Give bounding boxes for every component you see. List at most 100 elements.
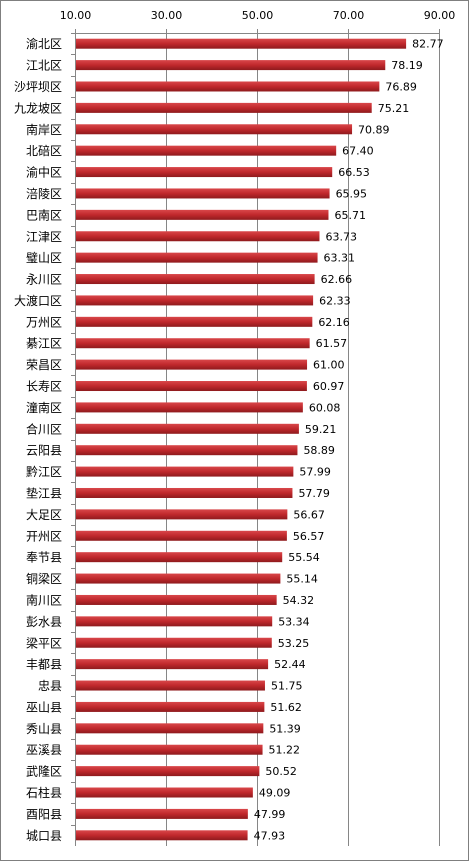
category-label-0: 渝北区 (26, 36, 62, 51)
category-label-29: 丰都县 (26, 658, 62, 672)
bar-17 (76, 402, 303, 413)
data-label-4: 70.89 (358, 123, 390, 136)
category-label-8: 巴南区 (26, 207, 62, 222)
category-label-2: 沙坪坝区 (14, 80, 62, 94)
data-label-18: 59.21 (305, 423, 337, 436)
data-label-13: 62.16 (318, 316, 350, 329)
category-label-31: 巫山县 (26, 700, 62, 714)
category-label-15: 荣昌区 (26, 358, 62, 372)
x-tick-label-0: 10.00 (60, 9, 92, 22)
data-label-22: 56.67 (293, 508, 325, 521)
category-label-11: 永川区 (26, 273, 62, 287)
category-label-13: 万州区 (26, 315, 62, 329)
data-label-17: 60.08 (309, 401, 341, 414)
bar-7 (76, 188, 330, 199)
bar-25 (76, 573, 281, 584)
category-label-36: 酉阳县 (26, 807, 62, 821)
bar-33 (76, 744, 263, 755)
category-label-28: 梁平区 (26, 635, 62, 650)
bar-26 (76, 594, 277, 605)
data-label-25: 55.14 (286, 573, 318, 586)
bar-31 (76, 701, 265, 712)
bar-22 (76, 509, 288, 520)
category-label-16: 长寿区 (26, 380, 62, 394)
bar-24 (76, 552, 283, 563)
data-label-8: 65.71 (334, 209, 366, 222)
category-label-14: 綦江区 (26, 337, 62, 351)
bar-3 (76, 102, 372, 113)
category-label-21: 垫江县 (26, 485, 62, 500)
data-label-10: 63.31 (324, 252, 356, 265)
category-label-34: 武隆区 (26, 764, 62, 779)
data-label-29: 52.44 (274, 658, 306, 671)
x-tick-label-1: 30.00 (151, 9, 183, 22)
bar-29 (76, 659, 269, 670)
bar-9 (76, 231, 320, 242)
bar-5 (76, 145, 337, 156)
data-label-16: 60.97 (313, 380, 345, 393)
bar-12 (76, 295, 314, 306)
bar-35 (76, 787, 253, 798)
data-label-21: 57.79 (298, 487, 330, 500)
bar-6 (76, 167, 333, 178)
data-label-1: 78.19 (391, 59, 423, 72)
bar-21 (76, 487, 293, 498)
bar-28 (76, 637, 272, 648)
bar-4 (76, 124, 353, 135)
bar-14 (76, 338, 310, 349)
category-label-6: 渝中区 (26, 165, 62, 180)
bar-11 (76, 274, 315, 285)
category-label-30: 忠县 (38, 679, 62, 693)
bar-15 (76, 359, 308, 370)
data-label-11: 62.66 (321, 273, 353, 286)
bar-2 (76, 81, 380, 92)
data-label-9: 63.73 (325, 230, 357, 243)
bar-8 (76, 209, 329, 220)
data-label-15: 61.00 (313, 359, 345, 372)
data-label-20: 57.99 (299, 466, 331, 479)
category-label-3: 九龙坡区 (14, 101, 62, 115)
category-label-25: 铜梁区 (26, 571, 62, 586)
category-label-5: 北碚区 (26, 143, 62, 158)
bar-34 (76, 766, 260, 777)
data-label-33: 51.22 (269, 744, 301, 757)
data-label-30: 51.75 (271, 680, 303, 693)
bar-19 (76, 445, 298, 456)
category-label-18: 合川区 (26, 421, 62, 436)
data-label-34: 50.52 (265, 765, 297, 778)
data-label-6: 66.53 (338, 166, 370, 179)
bar-16 (76, 381, 307, 392)
data-label-26: 54.32 (283, 594, 315, 607)
x-tick-label-2: 50.00 (242, 9, 274, 22)
category-label-26: 南川区 (26, 592, 62, 607)
data-label-23: 56.57 (293, 530, 325, 543)
category-label-33: 巫溪县 (26, 743, 62, 757)
bar-18 (76, 423, 299, 434)
bar-36 (76, 808, 248, 819)
category-label-22: 大足区 (26, 508, 62, 522)
bar-13 (76, 316, 313, 327)
data-label-32: 51.39 (269, 722, 301, 735)
bar-20 (76, 466, 294, 477)
x-tick-label-3: 70.00 (333, 9, 365, 22)
category-label-4: 南岸区 (26, 122, 62, 137)
category-label-19: 云阳县 (26, 444, 62, 458)
bar-10 (76, 252, 318, 263)
data-label-27: 53.34 (278, 615, 310, 628)
category-label-32: 秀山县 (26, 722, 62, 736)
bar-37 (76, 830, 248, 841)
data-label-3: 75.21 (378, 102, 410, 115)
data-label-31: 51.62 (270, 701, 302, 714)
data-label-28: 53.25 (278, 637, 310, 650)
category-label-37: 城口县 (26, 829, 62, 843)
data-label-7: 65.95 (336, 187, 368, 200)
bar-27 (76, 616, 273, 627)
x-tick-label-4: 90.00 (424, 9, 456, 22)
bar-32 (76, 723, 264, 734)
category-label-12: 大渡口区 (14, 293, 62, 308)
data-label-35: 49.09 (259, 787, 291, 800)
data-label-24: 55.54 (288, 551, 320, 564)
data-label-14: 61.57 (316, 337, 348, 350)
bar-30 (76, 680, 265, 691)
